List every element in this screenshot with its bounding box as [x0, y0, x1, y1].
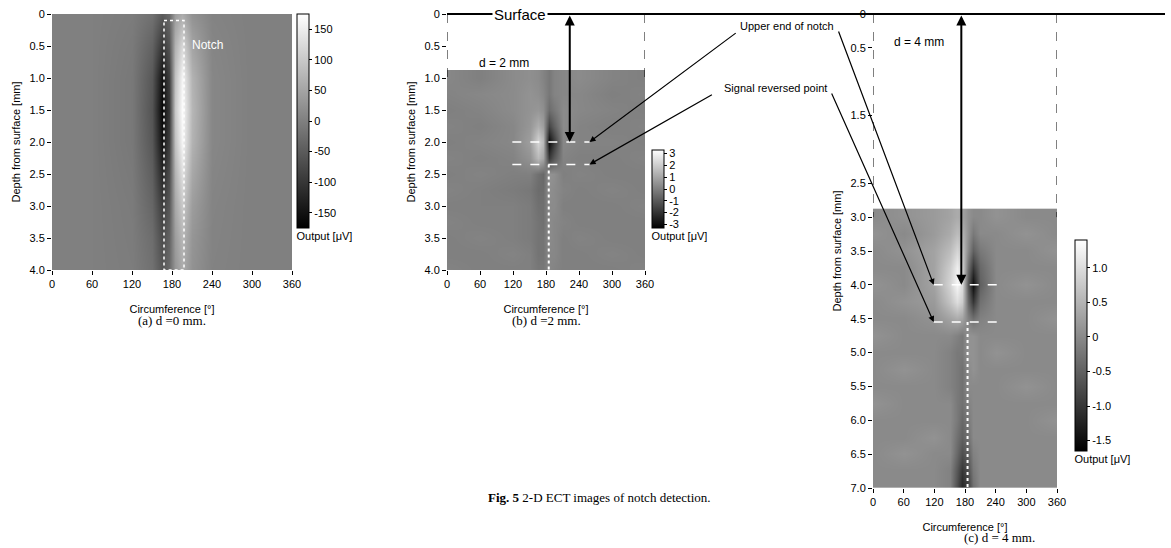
svg-text:3.0: 3.0 [30, 200, 45, 212]
svg-text:300: 300 [1017, 496, 1035, 508]
svg-text:-1.0: -1.0 [1092, 400, 1111, 412]
svg-text:7.0: 7.0 [851, 482, 866, 494]
svg-text:0: 0 [1092, 331, 1098, 343]
svg-text:-100: -100 [314, 176, 336, 188]
svg-text:Circumference [°]: Circumference [°] [922, 521, 1007, 533]
svg-text:360: 360 [1048, 496, 1066, 508]
svg-text:d = 4 mm: d = 4 mm [894, 35, 944, 49]
svg-text:0: 0 [870, 496, 876, 508]
svg-text:-150: -150 [314, 207, 336, 219]
svg-text:5.5: 5.5 [851, 380, 866, 392]
svg-text:-0.5: -0.5 [1092, 365, 1111, 377]
svg-text:4.0: 4.0 [425, 264, 440, 276]
svg-text:Fig. 5 2-D ECT images of notch: Fig. 5 2-D ECT images of notch detection… [488, 490, 711, 505]
svg-text:1.5: 1.5 [851, 109, 866, 121]
svg-text:0: 0 [434, 8, 440, 20]
svg-text:4.0: 4.0 [851, 279, 866, 291]
svg-text:6.5: 6.5 [851, 448, 866, 460]
svg-text:-1.5: -1.5 [1092, 434, 1111, 446]
svg-text:0: 0 [39, 8, 45, 20]
svg-text:180: 180 [956, 496, 974, 508]
svg-text:1.5: 1.5 [425, 104, 440, 116]
svg-text:Depth from surface [mm]: Depth from surface [mm] [10, 81, 22, 202]
svg-text:-2: -2 [669, 206, 679, 218]
svg-text:60: 60 [86, 278, 98, 290]
svg-text:300: 300 [243, 278, 261, 290]
svg-text:0.5: 0.5 [1092, 296, 1107, 308]
svg-text:60: 60 [474, 278, 486, 290]
svg-text:150: 150 [314, 23, 332, 35]
svg-text:2.5: 2.5 [425, 168, 440, 180]
svg-text:-50: -50 [314, 145, 330, 157]
svg-text:2.0: 2.0 [30, 136, 45, 148]
svg-text:Upper end of notch: Upper end of notch [740, 20, 834, 32]
svg-text:Output [μV]: Output [μV] [652, 230, 708, 242]
svg-text:Output [μV]: Output [μV] [297, 230, 353, 242]
svg-text:4.5: 4.5 [851, 313, 866, 325]
svg-text:4.0: 4.0 [30, 264, 45, 276]
svg-text:3.0: 3.0 [425, 200, 440, 212]
svg-text:Circumference [°]: Circumference [°] [503, 303, 588, 315]
svg-text:-3: -3 [669, 218, 679, 230]
svg-text:240: 240 [203, 278, 221, 290]
svg-text:Circumference [°]: Circumference [°] [129, 303, 214, 315]
svg-text:1: 1 [669, 171, 675, 183]
svg-text:2.5: 2.5 [30, 168, 45, 180]
svg-text:Output [μV]: Output [μV] [1075, 453, 1131, 465]
svg-text:300: 300 [603, 278, 621, 290]
svg-text:-1: -1 [669, 195, 679, 207]
svg-text:d = 2 mm: d = 2 mm [479, 56, 529, 70]
svg-text:1.0: 1.0 [425, 72, 440, 84]
svg-text:5.0: 5.0 [851, 346, 866, 358]
svg-text:3.5: 3.5 [30, 232, 45, 244]
svg-text:2.5: 2.5 [851, 177, 866, 189]
svg-text:120: 120 [925, 496, 943, 508]
svg-text:Notch: Notch [192, 38, 223, 52]
svg-text:0: 0 [49, 278, 55, 290]
svg-text:120: 120 [504, 278, 522, 290]
svg-text:3.5: 3.5 [851, 245, 866, 257]
svg-text:0: 0 [314, 115, 320, 127]
svg-text:Depth from surface [mm]: Depth from surface [mm] [405, 81, 417, 202]
svg-text:60: 60 [898, 496, 910, 508]
svg-text:2.0: 2.0 [425, 136, 440, 148]
svg-text:360: 360 [636, 278, 654, 290]
svg-text:240: 240 [570, 278, 588, 290]
svg-text:(c) d = 4 mm.: (c) d = 4 mm. [964, 530, 1035, 545]
svg-text:3.5: 3.5 [425, 232, 440, 244]
svg-text:0: 0 [669, 183, 675, 195]
svg-text:Surface: Surface [494, 6, 546, 23]
svg-text:(a) d =0 mm.: (a) d =0 mm. [138, 313, 206, 328]
svg-text:0.5: 0.5 [851, 42, 866, 54]
svg-text:120: 120 [123, 278, 141, 290]
svg-text:50: 50 [314, 84, 326, 96]
svg-text:0.5: 0.5 [425, 40, 440, 52]
svg-text:Signal reversed point: Signal reversed point [724, 82, 827, 94]
svg-text:0.5: 0.5 [30, 40, 45, 52]
svg-text:1.0: 1.0 [1092, 262, 1107, 274]
svg-text:180: 180 [163, 278, 181, 290]
svg-text:1.0: 1.0 [30, 72, 45, 84]
svg-text:360: 360 [283, 278, 301, 290]
svg-text:1.5: 1.5 [30, 104, 45, 116]
svg-text:180: 180 [537, 278, 555, 290]
svg-text:2: 2 [669, 159, 675, 171]
svg-text:3.0: 3.0 [851, 211, 866, 223]
svg-text:0: 0 [860, 8, 866, 20]
svg-text:(b) d =2 mm.: (b) d =2 mm. [512, 313, 581, 328]
svg-text:240: 240 [986, 496, 1004, 508]
svg-text:6.0: 6.0 [851, 414, 866, 426]
svg-text:0: 0 [444, 278, 450, 290]
svg-text:Depth from surface [mm]: Depth from surface [mm] [831, 190, 843, 311]
svg-text:100: 100 [314, 54, 332, 66]
svg-text:3: 3 [669, 147, 675, 159]
